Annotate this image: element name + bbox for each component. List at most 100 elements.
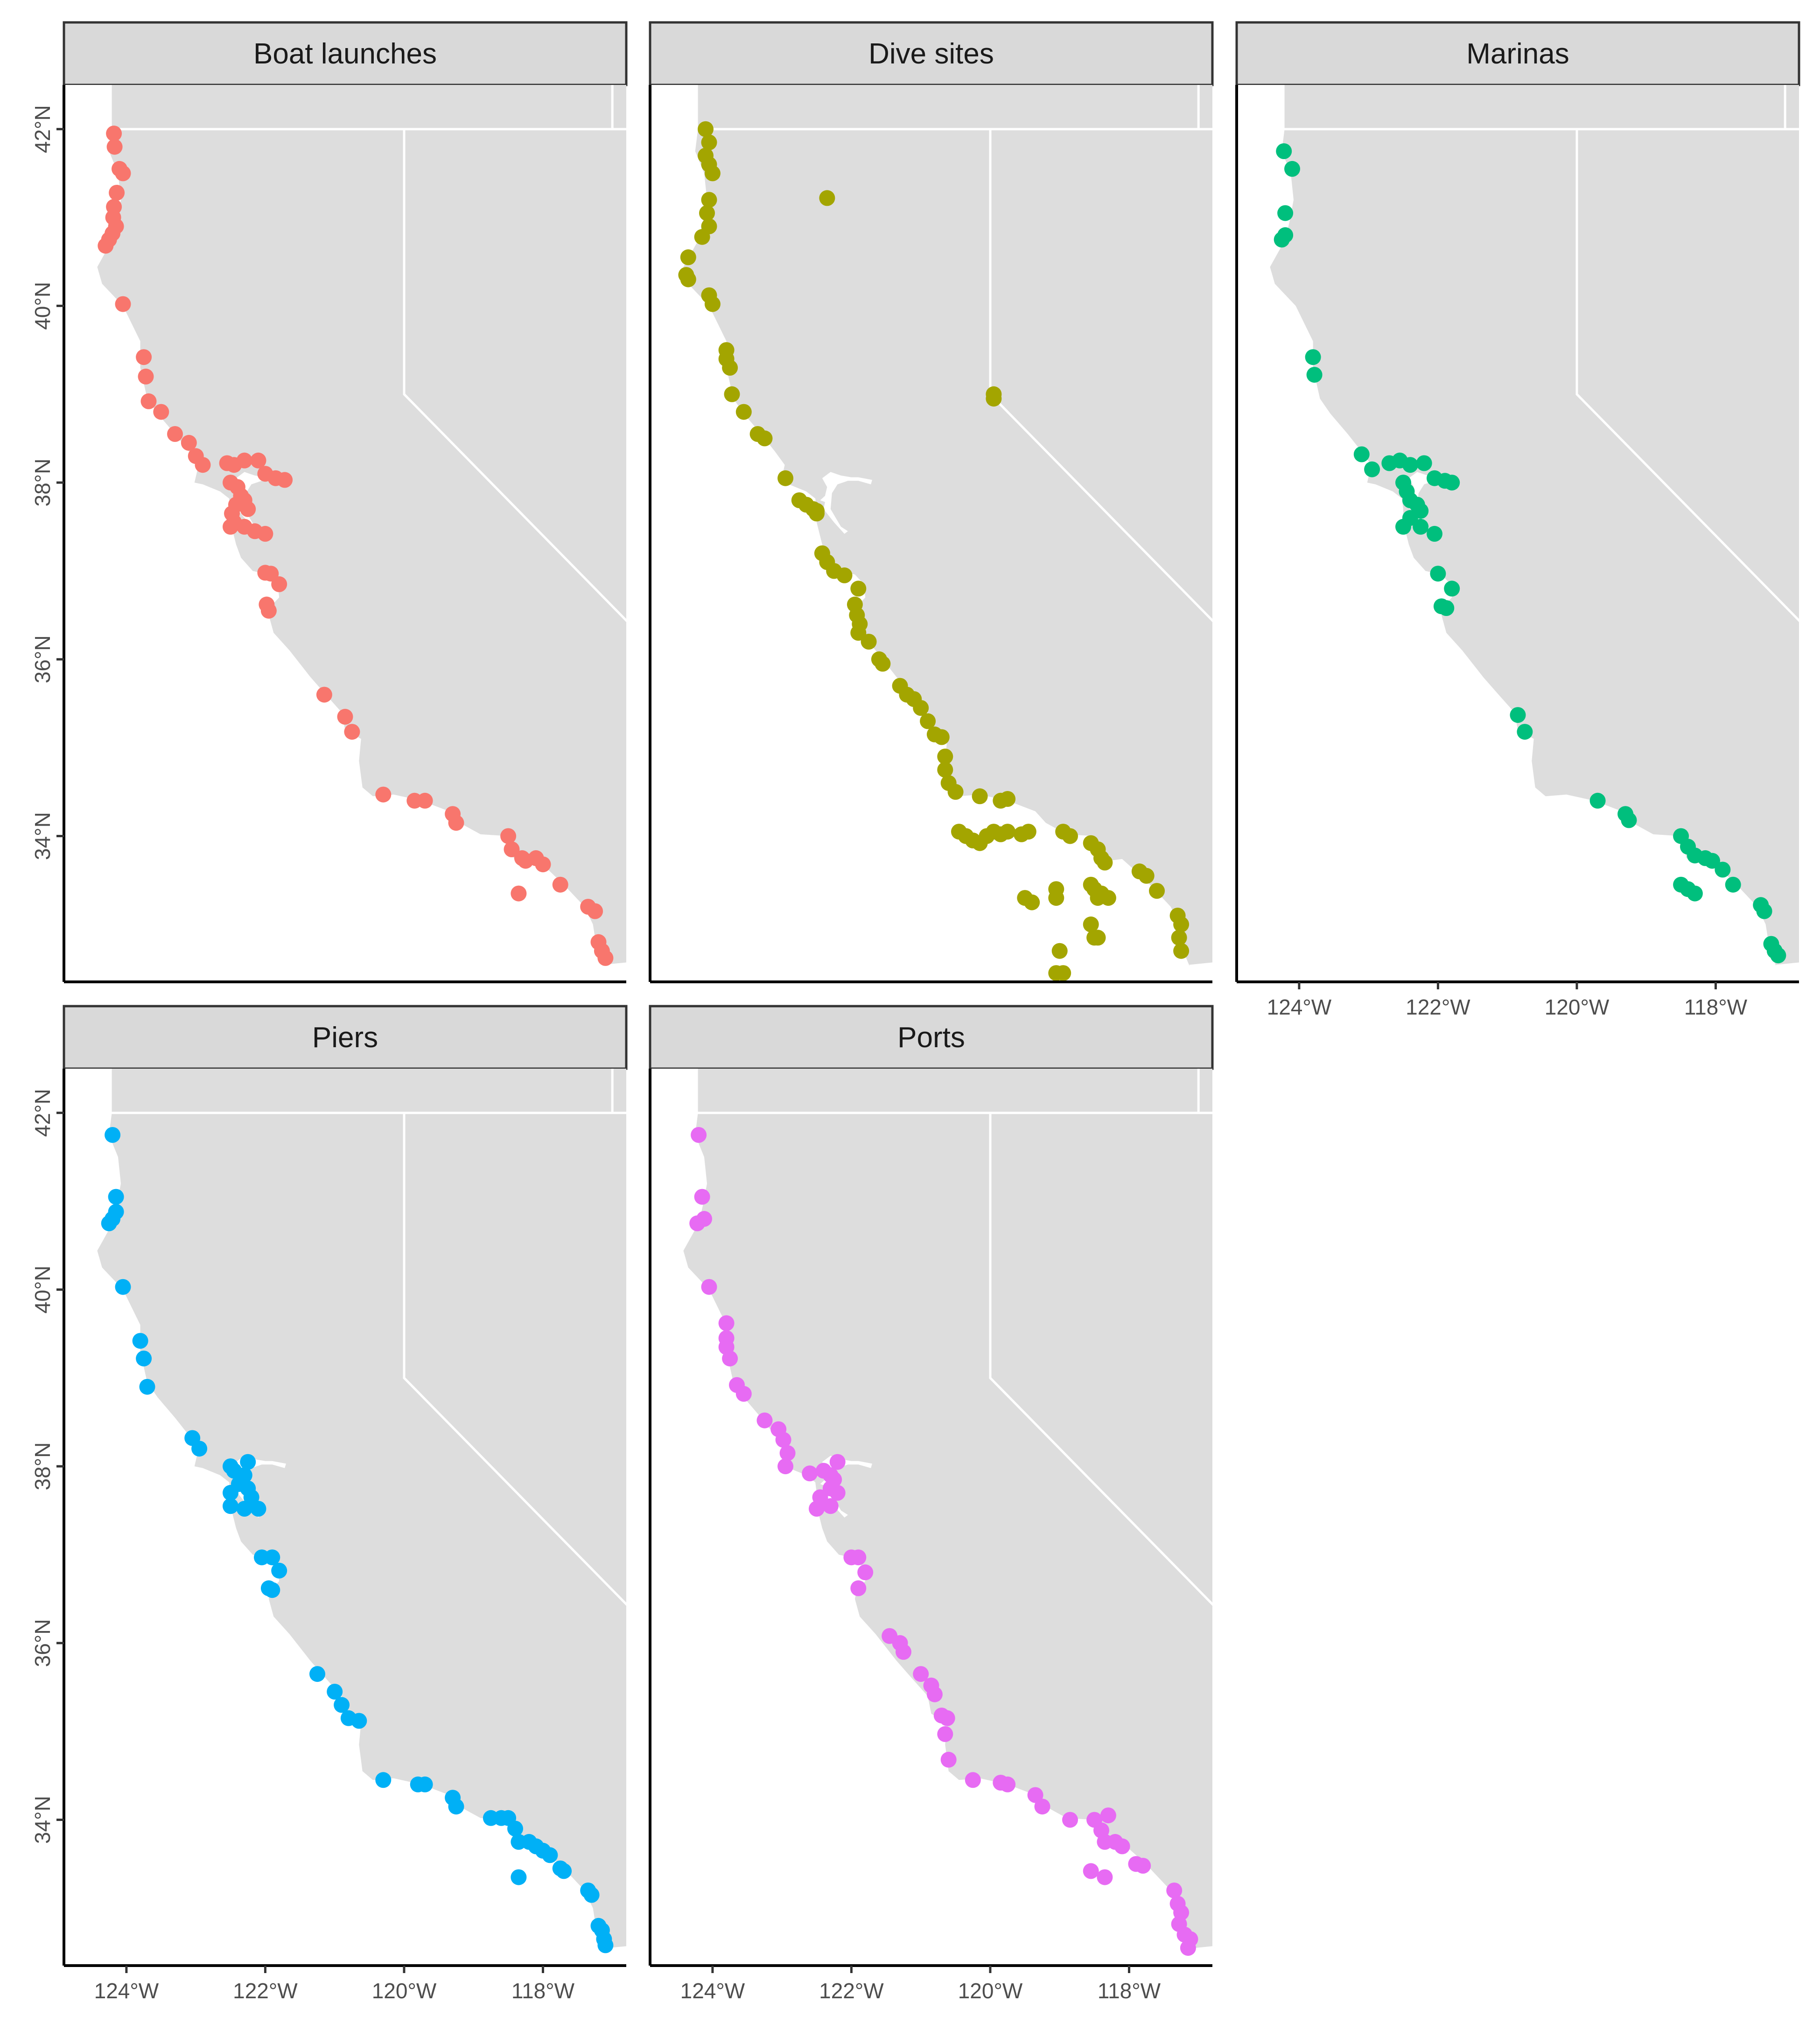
land-mass [1270,85,1799,966]
location-point [115,296,131,312]
y-tick-label: 40°N [30,1266,55,1314]
island [1087,1905,1102,1920]
island [1053,1883,1059,1889]
location-point [1687,885,1703,902]
location-point [940,1751,957,1768]
location-point [417,1776,433,1792]
location-point [722,360,738,376]
location-point [735,404,752,420]
location-point [1090,890,1106,906]
facet-strip [63,1005,628,1070]
points-layer [101,1127,614,1953]
location-point [108,1189,124,1205]
location-point [701,134,717,151]
location-point [105,1127,121,1143]
location-point [939,1710,955,1726]
location-point [829,1484,846,1501]
location-point [947,784,964,800]
location-point [1062,1812,1078,1828]
location-point [518,853,534,869]
x-axis: 124°W 122°W 120°W 118°W [680,1966,1161,2003]
location-point [933,729,950,745]
land-mass [97,85,626,966]
location-point [1062,828,1078,844]
location-point [257,525,273,542]
location-point [937,1726,953,1742]
location-point [1173,916,1190,932]
location-point [223,1484,238,1501]
y-tick-label: 34°N [30,812,55,860]
location-point [829,1454,846,1470]
location-point [1427,525,1442,542]
x-tick-label: 122°W [233,1979,298,2003]
x-axis: 124°W 122°W 120°W 118°W [1267,982,1748,1019]
location-point [836,567,853,583]
facet-title: Boat launches [253,38,437,70]
x-tick-label: 124°W [1267,995,1332,1019]
location-point [98,238,114,254]
location-point [277,472,293,488]
location-point [850,581,867,597]
points-layer [1274,143,1786,964]
location-point [1284,161,1300,177]
location-point [937,762,953,778]
x-tick-label: 120°W [372,1979,437,2003]
state-border [403,129,626,623]
state-border [989,1113,1212,1606]
location-point [1305,349,1321,365]
location-point [724,386,740,402]
x-tick-label: 122°W [819,1979,884,2003]
location-point [243,1489,259,1505]
x-tick-label: 118°W [1098,1979,1161,2003]
y-tick-label: 40°N [30,282,55,330]
location-point [316,686,332,703]
location-point [263,566,279,582]
location-point [448,1799,464,1815]
location-point [1413,518,1429,535]
y-tick-label: 38°N [30,1442,55,1491]
location-point [756,430,773,447]
location-point [136,349,152,365]
location-point [101,1215,117,1232]
location-point [819,190,835,206]
location-point [777,470,794,486]
x-tick-label: 120°W [958,1979,1023,2003]
location-point [689,1215,706,1232]
location-point [375,786,392,803]
facet-marinas: Marinas 124°W 122°W 120°W 118°W [1235,21,1800,1019]
location-point [1306,367,1323,383]
location-point [1430,566,1446,582]
location-point [1416,455,1432,471]
location-point [132,1333,148,1349]
location-point [822,1498,839,1514]
location-point [260,602,277,619]
location-point [1020,824,1036,840]
y-tick-label: 38°N [30,459,55,507]
location-point [1621,812,1637,828]
island [501,1905,515,1920]
location-point [1173,943,1190,959]
island [400,1813,435,1823]
state-border [1189,1946,1212,1951]
location-point [552,876,568,893]
location-point [223,518,238,535]
location-point [718,1315,735,1331]
island [432,833,445,839]
location-point [1055,965,1071,981]
land-layer [64,85,626,967]
location-point [1024,894,1040,910]
location-point [1276,143,1292,159]
location-point [337,708,353,725]
location-point [191,1441,208,1457]
location-point [1114,1838,1130,1855]
location-point [1277,205,1294,221]
location-point [809,503,825,519]
state-border [989,129,1212,623]
island [359,1811,387,1820]
location-point [1034,1799,1050,1815]
location-point [597,950,614,966]
location-point [896,1644,911,1660]
location-point [115,165,131,182]
location-point [264,1582,280,1598]
